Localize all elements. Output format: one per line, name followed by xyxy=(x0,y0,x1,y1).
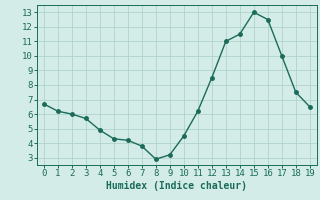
X-axis label: Humidex (Indice chaleur): Humidex (Indice chaleur) xyxy=(106,181,247,191)
